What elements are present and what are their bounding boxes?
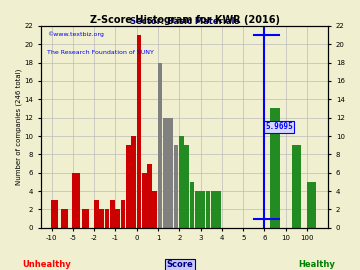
Bar: [270, 109, 280, 228]
Bar: [72, 173, 80, 228]
Bar: [306, 182, 316, 228]
Bar: [110, 200, 114, 228]
Bar: [153, 191, 157, 228]
Bar: [201, 191, 205, 228]
Bar: [195, 191, 200, 228]
Bar: [136, 35, 141, 228]
Bar: [82, 210, 89, 228]
Title: Z-Score Histogram for KWR (2016): Z-Score Histogram for KWR (2016): [90, 15, 280, 25]
Bar: [94, 200, 99, 228]
Bar: [216, 191, 221, 228]
Text: Score: Score: [167, 260, 193, 269]
Y-axis label: Number of companies (246 total): Number of companies (246 total): [15, 69, 22, 185]
Bar: [163, 118, 168, 228]
Bar: [142, 173, 147, 228]
Text: Sector: Basic Materials: Sector: Basic Materials: [130, 17, 239, 26]
Bar: [168, 118, 173, 228]
Bar: [158, 63, 162, 228]
Bar: [211, 191, 216, 228]
Bar: [99, 210, 104, 228]
Bar: [105, 210, 109, 228]
Bar: [184, 145, 189, 228]
Bar: [121, 200, 125, 228]
Bar: [115, 210, 120, 228]
Text: Unhealthy: Unhealthy: [22, 260, 71, 269]
Text: ©www.textbiz.org: ©www.textbiz.org: [47, 32, 104, 38]
Bar: [51, 200, 58, 228]
Bar: [131, 136, 136, 228]
Bar: [206, 191, 210, 228]
Bar: [292, 145, 301, 228]
Bar: [60, 210, 68, 228]
Text: 5.9695: 5.9695: [265, 122, 293, 131]
Bar: [190, 182, 194, 228]
Bar: [147, 164, 152, 228]
Bar: [126, 145, 131, 228]
Text: Healthy: Healthy: [298, 260, 335, 269]
Text: The Research Foundation of SUNY: The Research Foundation of SUNY: [47, 50, 154, 55]
Bar: [179, 136, 184, 228]
Bar: [174, 145, 179, 228]
